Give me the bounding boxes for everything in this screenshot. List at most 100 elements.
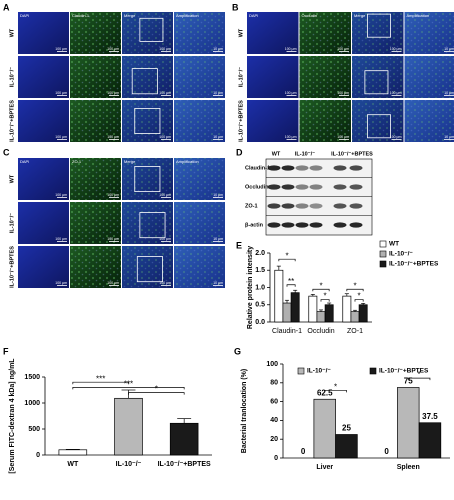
scale-label: 10 μm [444,135,454,139]
scale-label: 10 μm [213,237,223,241]
scale-label: 10 μm [213,91,223,95]
zoom-box [139,212,166,239]
zoom-box [136,256,163,283]
significance-label: * [285,251,288,260]
value-label: 62.5 [317,388,333,397]
scale-label: 100 μm [159,91,171,95]
blot-band [281,184,295,190]
legend-swatch [369,367,377,375]
significance-bracket [346,288,364,292]
micrograph-texture [299,56,351,98]
significance-bracket [320,299,330,302]
value-label: 0 [384,447,389,456]
legend-swatch [379,250,387,258]
micrograph-texture [352,100,404,142]
scale-label: 100 μm [337,47,349,51]
micrograph-texture [352,56,404,98]
y-tick-label: 0 [36,452,40,459]
y-axis-label: Relative protein intensity [247,246,254,329]
blot-band [295,203,309,209]
bar [316,311,326,323]
panel-letter: G [234,346,241,356]
legend-swatch [379,240,387,248]
micrograph-texture [70,100,121,142]
blot-band [281,222,295,228]
blot-band [267,222,281,228]
x-tick-label: Occludin [307,328,334,335]
zoom-box [134,165,161,192]
micrograph-texture [174,158,225,200]
scale-label: 100 μm [107,281,119,285]
bar [169,422,199,456]
y-tick-label: 80 [270,380,278,387]
scale-label: 100 μm [107,47,119,51]
micrograph [18,202,69,244]
scale-label: 10 μm [213,135,223,139]
row-label: WT [238,28,244,37]
scale-label: 10 μm [444,91,454,95]
micrograph [18,12,69,54]
legend-swatch [297,367,305,375]
micrograph-texture [404,100,454,142]
legend-label: IL-10⁻/⁻+BPTES [389,261,439,268]
row-label: IL-10⁻/⁻+BPTES [9,246,15,288]
y-tick-label: 1000 [24,400,40,407]
value-label: 25 [342,424,351,433]
scale-label: 100 μm [390,91,402,95]
micrograph-texture [122,158,173,200]
lane-label: IL-10⁻/⁻ [295,151,315,157]
scale-label: 100 μm [337,91,349,95]
micrograph-texture [299,100,351,142]
protein-label: ZO-1 [245,203,258,209]
blot-band [309,222,323,228]
scale-label: 100 μm [390,47,402,51]
micrograph [18,158,69,200]
bar [397,387,420,459]
y-tick-label: 40 [270,417,278,424]
micrograph [18,246,69,288]
significance-bracket [312,288,330,292]
y-tick-label: 100 [266,361,278,368]
blot-band [349,184,363,190]
significance-bracket [324,389,347,393]
y-axis-label: Bacterial tranlocation (%) [241,369,248,453]
micrograph-texture [122,100,173,142]
column-label: DAPI [20,159,29,164]
row-label: WT [9,28,15,37]
significance-label: *** [124,380,133,389]
x-tick-label: IL-10⁻/⁻ [116,461,142,468]
legend-label: WT [389,241,399,248]
micrograph-texture [174,246,225,288]
scale-label: 100 μm [107,135,119,139]
bar [274,269,284,323]
y-tick-label: 1.5 [255,267,265,274]
significance-bracket [278,258,296,262]
micrograph-texture [352,12,404,54]
micrograph [247,12,299,54]
scale-label: 100 μm [159,47,171,51]
scale-label: 100 μm [55,91,67,95]
micrograph-texture [299,12,351,54]
y-tick-label: 60 [270,398,278,405]
bar [418,422,442,459]
blot-band [267,203,281,209]
scale-label: 100 μm [55,237,67,241]
zoom-box [364,70,389,95]
row-label: IL-10⁻/⁻+BPTES [9,100,15,142]
micrograph-texture [70,56,121,98]
significance-label: * [155,385,158,394]
panel-letter: D [236,147,243,157]
blot-band [267,184,281,190]
micrograph-texture [174,56,225,98]
scale-label: 100 μm [390,135,402,139]
y-tick-label: 0.5 [255,302,265,309]
micrograph-texture [404,12,454,54]
scale-label: 100 μm [55,47,67,51]
scale-label: 100 μm [337,135,349,139]
micrograph [247,56,299,98]
scale-label: 100 μm [107,237,119,241]
blot-band [333,222,347,228]
blot-band [295,222,309,228]
column-label: Amplification [176,13,199,18]
row-label: IL-10⁻/⁻ [9,67,15,87]
